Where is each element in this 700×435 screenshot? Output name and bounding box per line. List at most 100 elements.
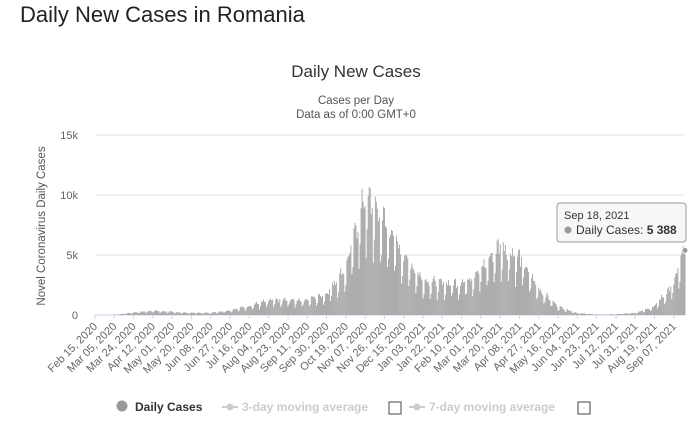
bar bbox=[633, 313, 635, 315]
bar bbox=[160, 312, 162, 315]
bar bbox=[671, 298, 673, 315]
bar bbox=[473, 288, 475, 315]
bar bbox=[589, 313, 590, 315]
y-axis-label: Novel Coronavirus Daily Cases bbox=[36, 146, 48, 305]
bar bbox=[294, 307, 296, 315]
bar bbox=[235, 308, 237, 315]
bar bbox=[290, 299, 292, 315]
bar bbox=[611, 314, 613, 315]
bar bbox=[533, 280, 535, 315]
bar bbox=[119, 314, 121, 315]
bar bbox=[518, 250, 519, 315]
bar bbox=[477, 270, 479, 315]
bar bbox=[644, 309, 646, 315]
legend-checkbox-3-day[interactable] bbox=[388, 401, 402, 415]
bar bbox=[450, 285, 451, 315]
bar bbox=[269, 299, 271, 315]
bar bbox=[384, 208, 385, 315]
bar bbox=[466, 293, 468, 315]
bar bbox=[280, 307, 282, 315]
bar bbox=[357, 232, 359, 315]
bar bbox=[131, 313, 132, 315]
bar bbox=[398, 248, 400, 315]
bar bbox=[436, 300, 438, 315]
bar bbox=[159, 312, 161, 315]
bar bbox=[189, 313, 190, 315]
bar bbox=[123, 313, 124, 315]
bar bbox=[275, 299, 277, 315]
legend-checkbox-7-day[interactable] bbox=[577, 401, 591, 415]
bar bbox=[251, 309, 253, 315]
bar bbox=[243, 307, 245, 315]
bar bbox=[638, 311, 640, 315]
bar bbox=[485, 268, 487, 315]
bar bbox=[414, 273, 416, 315]
bar bbox=[521, 257, 522, 315]
bar bbox=[350, 245, 352, 315]
bar bbox=[581, 313, 582, 315]
bar bbox=[319, 294, 320, 315]
bar bbox=[145, 312, 147, 315]
legend-item-3-day[interactable]: 3-day moving average bbox=[222, 400, 402, 415]
bar bbox=[141, 311, 143, 315]
bar bbox=[185, 312, 187, 315]
bar bbox=[137, 312, 139, 315]
bar bbox=[498, 253, 500, 315]
bar bbox=[281, 304, 283, 315]
bar bbox=[564, 311, 566, 315]
bar bbox=[124, 314, 125, 315]
bar bbox=[292, 298, 294, 315]
bar bbox=[628, 313, 630, 315]
legend-item-daily-cases[interactable]: Daily Cases bbox=[116, 400, 203, 414]
bar bbox=[125, 313, 126, 315]
bar bbox=[566, 308, 568, 315]
bar bbox=[187, 312, 188, 315]
bar bbox=[662, 297, 664, 315]
bar bbox=[570, 311, 572, 315]
bar bbox=[522, 285, 523, 315]
bar bbox=[401, 283, 403, 315]
bar bbox=[552, 300, 554, 315]
bar bbox=[307, 300, 309, 315]
bar bbox=[328, 294, 329, 315]
bar bbox=[613, 314, 615, 315]
bar bbox=[132, 313, 133, 315]
bar bbox=[605, 314, 607, 315]
bar bbox=[327, 293, 328, 315]
bar bbox=[496, 240, 498, 315]
bar bbox=[302, 304, 304, 315]
bar bbox=[476, 271, 478, 315]
bar bbox=[216, 313, 218, 315]
bar bbox=[387, 267, 388, 315]
bar bbox=[517, 256, 518, 315]
bar bbox=[636, 313, 638, 315]
bar bbox=[297, 299, 299, 315]
bar bbox=[561, 306, 563, 315]
bar bbox=[364, 205, 366, 315]
bar bbox=[410, 269, 412, 315]
bar bbox=[640, 311, 642, 315]
bar bbox=[534, 281, 536, 315]
bar bbox=[586, 314, 587, 315]
y-tick-label: 15k bbox=[60, 130, 78, 142]
bar bbox=[211, 312, 213, 315]
bar bbox=[408, 286, 410, 315]
bar bbox=[635, 313, 637, 315]
bar bbox=[486, 285, 488, 315]
bar bbox=[126, 313, 127, 315]
page-title: Daily New Cases in Romania bbox=[20, 2, 305, 27]
legend-item-7-day[interactable]: 7-day moving average bbox=[409, 400, 591, 415]
bar bbox=[259, 309, 260, 315]
bar bbox=[684, 250, 686, 315]
bar bbox=[263, 299, 264, 315]
bar bbox=[248, 305, 250, 315]
bar bbox=[515, 286, 516, 315]
bar bbox=[144, 311, 146, 315]
bar bbox=[530, 289, 532, 315]
bar bbox=[390, 234, 391, 315]
bar bbox=[368, 186, 370, 315]
bar bbox=[571, 313, 573, 315]
bar bbox=[363, 208, 365, 315]
bar bbox=[207, 312, 209, 315]
